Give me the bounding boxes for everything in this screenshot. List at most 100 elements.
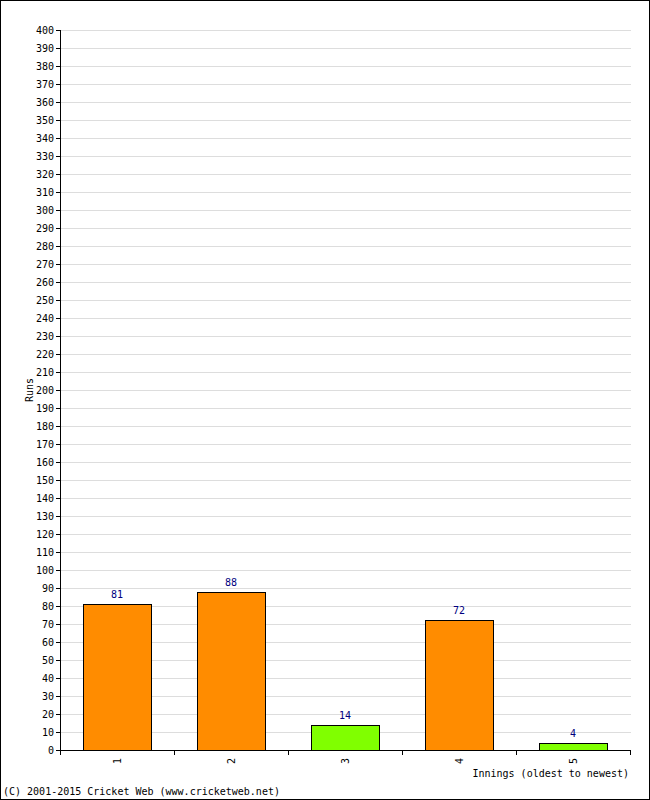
grid-line [60, 552, 631, 553]
bars [84, 593, 608, 751]
y-tick-label: 400 [36, 25, 54, 36]
grid-line [60, 66, 631, 67]
data-label: 88 [225, 577, 237, 588]
bar [540, 744, 608, 751]
grid-line [60, 210, 631, 211]
y-tick [56, 264, 60, 265]
y-tick-label: 90 [42, 583, 54, 594]
y-tick-label: 340 [36, 133, 54, 144]
y-tick-label: 230 [36, 331, 54, 342]
grid-line [60, 318, 631, 319]
y-tick [56, 462, 60, 463]
y-tick-label: 330 [36, 151, 54, 162]
y-tick-label: 280 [36, 241, 54, 252]
y-tick [56, 660, 60, 661]
grid-line [60, 480, 631, 481]
y-tick [56, 444, 60, 445]
y-tick-label: 390 [36, 43, 54, 54]
credit: (C) 2001-2015 Cricket Web (www.cricketwe… [3, 786, 280, 797]
y-tick [56, 210, 60, 211]
grid-line [60, 516, 631, 517]
x-tick [60, 750, 61, 755]
y-tick-label: 240 [36, 313, 54, 324]
y-tick-label: 310 [36, 187, 54, 198]
grid-line [60, 372, 631, 373]
y-tick-label: 160 [36, 457, 54, 468]
y-tick [56, 282, 60, 283]
y-axis [60, 30, 61, 750]
grid-line [60, 120, 631, 121]
y-tick [56, 318, 60, 319]
frame [1, 1, 650, 800]
grid-line [60, 354, 631, 355]
grid-line [60, 444, 631, 445]
x-tick-label: 3 [340, 758, 351, 764]
y-tick [56, 246, 60, 247]
y-tick-label: 70 [42, 619, 54, 630]
x-axis [60, 750, 631, 751]
y-tick [56, 750, 60, 751]
y-tick [56, 642, 60, 643]
y-tick-label: 350 [36, 115, 54, 126]
y-tick [56, 588, 60, 589]
bar [426, 621, 494, 751]
grid-line [60, 408, 631, 409]
y-tick-label: 290 [36, 223, 54, 234]
x-tick-label: 4 [454, 758, 465, 764]
grid-line [60, 228, 631, 229]
y-tick [56, 714, 60, 715]
x-tick-label: 1 [112, 758, 123, 764]
y-tick [56, 30, 60, 31]
grid-line [60, 300, 631, 301]
data-label: 14 [339, 710, 351, 721]
y-tick-label: 170 [36, 439, 54, 450]
x-axis-label: Innings (oldest to newest) [472, 768, 629, 779]
y-tick-label: 20 [42, 709, 54, 720]
grid-line [60, 246, 631, 247]
chart: 0102030405060708090100110120130140150160… [0, 0, 650, 800]
y-tick [56, 48, 60, 49]
y-tick-label: 150 [36, 475, 54, 486]
y-tick [56, 390, 60, 391]
y-tick-label: 210 [36, 367, 54, 378]
bar [84, 605, 152, 751]
y-tick [56, 138, 60, 139]
x-tick [402, 750, 403, 755]
grid-line [60, 534, 631, 535]
y-tick [56, 156, 60, 157]
y-tick [56, 120, 60, 121]
grid-line [60, 48, 631, 49]
grid-line [60, 498, 631, 499]
bar [312, 726, 380, 751]
x-tick [288, 750, 289, 755]
y-tick-label: 0 [48, 745, 54, 756]
y-tick-label: 320 [36, 169, 54, 180]
y-tick-label: 120 [36, 529, 54, 540]
y-tick [56, 498, 60, 499]
y-tick-label: 300 [36, 205, 54, 216]
x-tick-label: 2 [226, 758, 237, 764]
y-tick-label: 80 [42, 601, 54, 612]
x-tick [630, 750, 631, 755]
grid-line [60, 156, 631, 157]
grid-line [60, 30, 631, 31]
grid-line [60, 84, 631, 85]
grid-line [60, 390, 631, 391]
grid-line [60, 750, 631, 751]
y-tick [56, 174, 60, 175]
y-tick [56, 516, 60, 517]
y-tick-label: 220 [36, 349, 54, 360]
y-tick-label: 250 [36, 295, 54, 306]
y-tick [56, 426, 60, 427]
data-label: 4 [570, 728, 576, 739]
y-tick-label: 140 [36, 493, 54, 504]
y-tick [56, 192, 60, 193]
y-tick [56, 300, 60, 301]
x-tick [516, 750, 517, 755]
y-tick-label: 100 [36, 565, 54, 576]
grid-line [60, 174, 631, 175]
y-tick [56, 102, 60, 103]
y-tick [56, 732, 60, 733]
y-tick [56, 336, 60, 337]
grid-line [60, 426, 631, 427]
